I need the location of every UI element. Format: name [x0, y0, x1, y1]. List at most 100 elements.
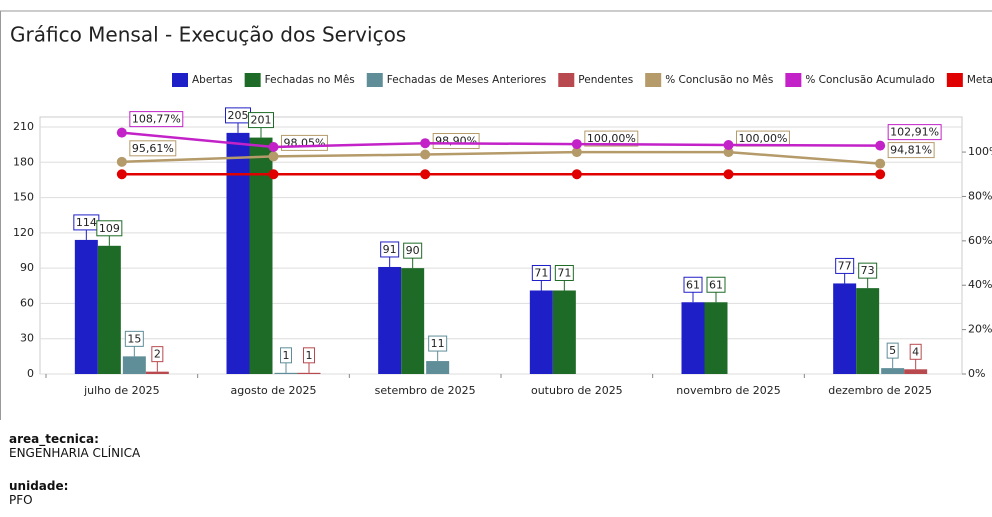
data-label-box — [531, 264, 551, 281]
data-label-box — [124, 330, 144, 347]
bar — [378, 266, 402, 374]
legend-swatch — [645, 73, 662, 87]
data-label: 61 — [686, 278, 700, 291]
legend-swatch — [366, 73, 383, 87]
data-label-box — [887, 124, 942, 141]
x-tick-label: julho de 2025 — [83, 384, 160, 397]
data-label-box — [380, 241, 400, 258]
legend-label: % Conclusão no Mês — [665, 74, 773, 86]
data-label: 205 — [228, 109, 249, 122]
field: unidade: PFO — [9, 479, 68, 507]
data-label: 73 — [861, 264, 875, 277]
legend-label: Fechadas de Meses Anteriores — [387, 74, 547, 86]
bar — [552, 290, 576, 374]
plot-area — [39, 116, 963, 375]
data-label-box — [706, 276, 726, 293]
data-label-box — [403, 242, 423, 259]
data-label-box — [887, 142, 935, 159]
bar — [297, 372, 321, 374]
x-tick-label: dezembro de 2025 — [828, 384, 932, 397]
bar — [904, 369, 928, 374]
field-label: area_tecnica: — [9, 432, 99, 446]
data-label-box — [129, 111, 184, 128]
y-tick-label: 150 — [13, 191, 34, 204]
bar — [145, 371, 169, 374]
y-tick-label: 60 — [20, 296, 34, 309]
bar — [226, 132, 250, 374]
data-label: 102,91% — [890, 126, 939, 139]
y2-tick-label: 60% — [968, 234, 992, 247]
data-label-box — [432, 133, 480, 150]
line-point — [420, 149, 431, 160]
data-label: 5 — [889, 344, 896, 357]
data-label: 61 — [709, 278, 723, 291]
field: area_tecnica: ENGENHARIA CLÍNICA — [9, 432, 140, 460]
line — [121, 131, 881, 149]
chart-title: Gráfico Mensal - Execução dos Serviços — [10, 23, 406, 47]
data-label: 71 — [534, 266, 548, 279]
x-tick-label: agosto de 2025 — [231, 384, 317, 397]
data-label: 91 — [383, 243, 397, 256]
legend-swatch — [558, 73, 575, 87]
field-label: unidade: — [9, 479, 69, 493]
line-point — [116, 127, 127, 138]
bar — [529, 290, 553, 374]
line-point — [723, 169, 734, 180]
line-point — [723, 139, 734, 150]
field-value: ENGENHARIA CLÍNICA — [9, 446, 141, 460]
legend-label: Abertas — [192, 74, 233, 86]
data-label: 71 — [557, 266, 571, 279]
data-label: 77 — [838, 259, 852, 272]
line-point — [571, 147, 582, 158]
legend-swatch — [785, 73, 802, 87]
line — [121, 150, 881, 165]
bar — [249, 137, 273, 374]
legend-label: % Conclusão Acumulado — [805, 74, 935, 86]
data-label-box — [303, 347, 315, 364]
bar — [881, 368, 905, 374]
data-label: 90 — [406, 244, 420, 257]
y-tick-label: 120 — [13, 226, 34, 239]
line-point — [268, 141, 279, 152]
line-point — [116, 169, 127, 180]
field-value: PFO — [9, 493, 33, 507]
data-label-box — [428, 335, 448, 352]
y2-tick-label: 80% — [968, 189, 992, 202]
line-point — [875, 158, 886, 169]
data-label: 95,61% — [132, 142, 174, 155]
y2-tick-label: 0% — [968, 367, 985, 380]
data-label: 1 — [306, 349, 313, 362]
legend-label: Pendentes — [578, 74, 633, 86]
x-tick-label: outubro de 2025 — [531, 384, 623, 397]
line-point — [420, 138, 431, 149]
data-label: 201 — [251, 114, 272, 127]
bar — [401, 268, 425, 374]
line-point — [420, 169, 431, 180]
legend-label: Fechadas no Mês — [265, 74, 355, 86]
data-label: 11 — [431, 337, 445, 350]
line-point — [116, 156, 127, 167]
y2-tick-label: 20% — [968, 323, 992, 336]
y2-tick-label: 100% — [968, 145, 992, 158]
data-label-box — [280, 347, 292, 364]
data-label: 94,81% — [890, 144, 932, 157]
data-label: 108,77% — [132, 113, 181, 126]
line-point — [571, 169, 582, 180]
x-tick-label: novembro de 2025 — [676, 384, 780, 397]
data-label-box — [858, 262, 878, 279]
line-point — [268, 151, 279, 162]
data-label: 2 — [154, 348, 161, 361]
data-label-box — [248, 112, 274, 129]
line-point — [875, 169, 886, 180]
bar — [122, 356, 146, 374]
legend-swatch — [244, 73, 261, 87]
data-label: 100,00% — [739, 132, 788, 145]
y-tick-label: 180 — [13, 155, 34, 168]
data-label: 114 — [76, 216, 97, 229]
data-label: 100,00% — [587, 132, 636, 145]
bar — [74, 239, 98, 374]
bar — [681, 302, 705, 374]
y-tick-label: 90 — [20, 261, 34, 274]
line-point — [875, 140, 886, 151]
